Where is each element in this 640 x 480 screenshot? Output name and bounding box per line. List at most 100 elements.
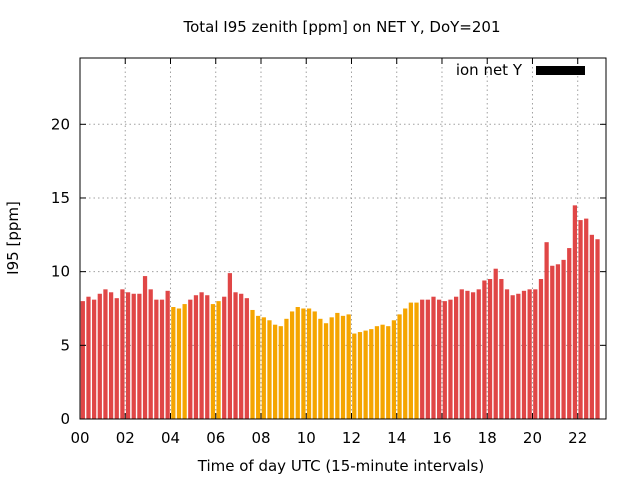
bar xyxy=(414,302,419,419)
bar xyxy=(80,301,85,419)
bar xyxy=(125,292,131,419)
chart-title: Total I95 zenith [ppm] on NET Y, DoY=201 xyxy=(182,18,500,36)
bar xyxy=(92,299,97,419)
bar xyxy=(584,218,589,419)
bar xyxy=(555,264,561,419)
bar xyxy=(578,220,583,419)
bar xyxy=(408,302,413,419)
bar xyxy=(273,324,278,419)
bar xyxy=(527,289,532,419)
bar xyxy=(250,309,255,419)
x-tick-label: 04 xyxy=(161,429,180,447)
x-tick-label: 20 xyxy=(523,429,542,447)
x-axis-ticks: 00 02 04 06 08 10 12 14 16 18 20 22 xyxy=(70,58,587,447)
bar xyxy=(154,299,159,419)
bar xyxy=(589,234,594,419)
bar xyxy=(453,296,459,419)
bar xyxy=(476,289,481,419)
bar xyxy=(431,296,436,419)
bar xyxy=(188,299,193,419)
bar xyxy=(391,320,397,419)
y-tick-label: 5 xyxy=(60,336,70,354)
bar xyxy=(340,315,346,419)
bars xyxy=(80,205,600,419)
bar xyxy=(176,308,182,419)
bar xyxy=(510,295,515,419)
bar xyxy=(239,293,244,419)
x-tick-label: 00 xyxy=(70,429,89,447)
bar xyxy=(86,296,91,419)
bar xyxy=(465,290,470,419)
bar xyxy=(369,329,374,419)
bar xyxy=(210,304,216,419)
bar xyxy=(397,314,402,419)
bar xyxy=(301,308,306,419)
x-tick-label: 14 xyxy=(387,429,406,447)
bar xyxy=(437,299,442,419)
bar xyxy=(357,332,363,419)
bar xyxy=(499,279,504,419)
bar xyxy=(165,290,170,419)
bar xyxy=(572,205,578,419)
x-axis-label: Time of day UTC (15-minute intervals) xyxy=(197,457,484,475)
bar xyxy=(137,293,142,419)
x-tick-label: 08 xyxy=(251,429,270,447)
grid-lines xyxy=(80,58,606,419)
bar xyxy=(329,317,334,419)
bar xyxy=(595,239,600,419)
bar xyxy=(504,289,510,419)
bar xyxy=(544,242,549,419)
bar xyxy=(267,320,272,419)
bar xyxy=(425,299,430,419)
legend-swatch xyxy=(536,66,585,75)
bar xyxy=(256,315,261,419)
bar xyxy=(148,289,153,419)
bar xyxy=(120,289,125,419)
bar xyxy=(335,312,340,419)
bar xyxy=(261,317,266,419)
bar xyxy=(284,318,289,419)
bar xyxy=(323,323,329,419)
bar xyxy=(533,289,538,419)
y-tick-label: 20 xyxy=(51,115,70,133)
bar xyxy=(159,299,165,419)
bar xyxy=(193,295,199,419)
bar xyxy=(182,304,187,419)
bar xyxy=(459,289,464,419)
bar xyxy=(278,326,283,419)
x-tick-label: 16 xyxy=(432,429,451,447)
x-tick-label: 22 xyxy=(568,429,587,447)
bar xyxy=(199,292,204,419)
bar xyxy=(493,268,498,419)
bar xyxy=(244,298,249,419)
bar xyxy=(470,292,476,419)
bar xyxy=(352,333,357,419)
y-axis-ticks: 0 5 10 15 20 xyxy=(51,115,606,428)
bar xyxy=(306,308,312,419)
y-tick-label: 15 xyxy=(51,189,70,207)
bar xyxy=(487,279,493,419)
bar xyxy=(374,326,380,419)
plot-frame xyxy=(79,57,607,420)
bar xyxy=(363,330,368,419)
bar xyxy=(171,307,176,419)
x-tick-label: 18 xyxy=(478,429,497,447)
bar xyxy=(420,299,425,419)
bar xyxy=(550,265,555,419)
bar xyxy=(516,293,521,419)
bar xyxy=(442,301,447,419)
bar xyxy=(103,289,108,419)
bar xyxy=(538,279,544,419)
bar xyxy=(233,292,238,419)
bar xyxy=(521,290,527,419)
bar xyxy=(346,314,351,419)
bar xyxy=(567,248,572,419)
y-tick-label: 0 xyxy=(60,410,70,428)
bar xyxy=(448,299,453,419)
bar xyxy=(227,273,233,419)
x-tick-label: 06 xyxy=(206,429,225,447)
bar xyxy=(289,311,295,419)
bar xyxy=(318,318,323,419)
bar xyxy=(131,293,136,419)
